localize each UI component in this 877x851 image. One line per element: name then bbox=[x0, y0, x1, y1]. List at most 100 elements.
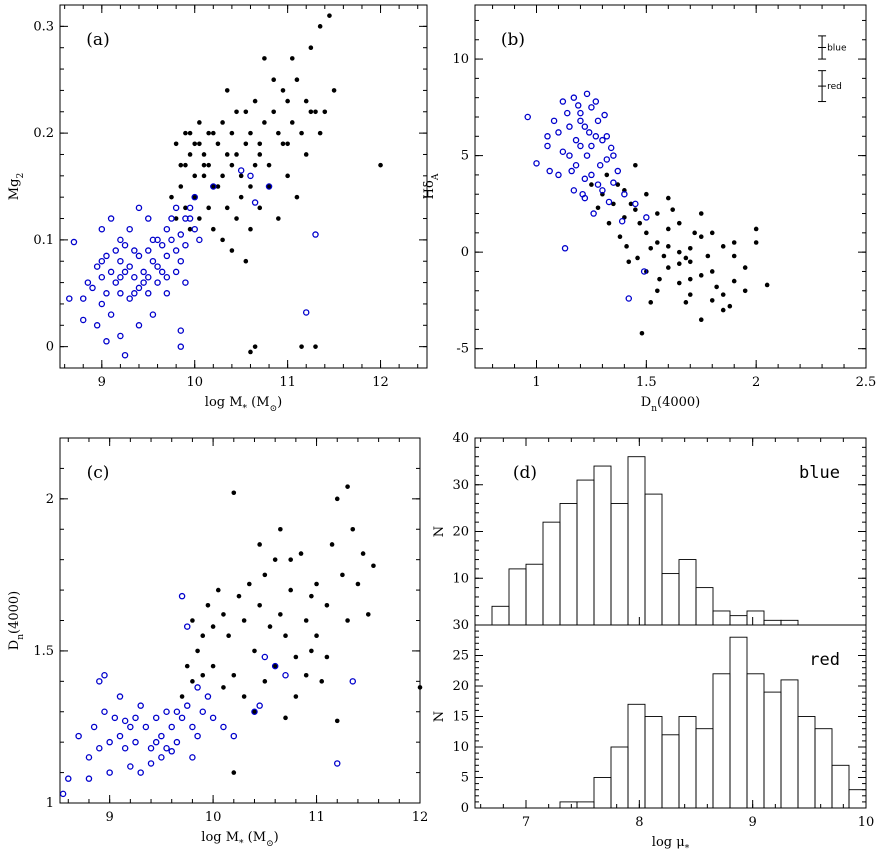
blue-galaxy-point bbox=[177, 231, 185, 238]
red-galaxy-point bbox=[637, 220, 643, 226]
blue-galaxy-point bbox=[117, 332, 124, 340]
red-galaxy-point bbox=[184, 663, 190, 669]
x-axis-title-part: (M bbox=[247, 395, 270, 410]
blue-galaxy-point bbox=[546, 167, 553, 175]
blue-galaxy-point bbox=[596, 162, 604, 169]
blue-galaxy-point bbox=[590, 210, 597, 217]
blue-galaxy-point bbox=[614, 167, 622, 175]
blue-galaxy-point bbox=[93, 263, 101, 270]
red-galaxy-point bbox=[243, 141, 249, 147]
red-galaxy-point bbox=[241, 694, 247, 699]
red-galaxy-point bbox=[314, 633, 319, 639]
histogram-bar bbox=[695, 587, 714, 626]
panel-label: (d) bbox=[513, 463, 537, 483]
blue-galaxy-point bbox=[592, 133, 600, 140]
blue-galaxy-point bbox=[137, 702, 144, 709]
red-galaxy-point bbox=[220, 173, 225, 179]
blue-galaxy-point bbox=[126, 295, 133, 302]
blue-galaxy-point bbox=[251, 199, 259, 206]
blue-galaxy-point bbox=[599, 136, 606, 144]
x-tick-label: 10 bbox=[858, 815, 875, 830]
histogram-bar bbox=[576, 801, 595, 809]
blue-galaxy-point bbox=[107, 311, 115, 318]
red-galaxy-point bbox=[224, 205, 230, 211]
x-axis-title-part: ) bbox=[274, 830, 279, 845]
blue-galaxy-point bbox=[177, 257, 185, 265]
red-galaxy-point bbox=[215, 587, 221, 593]
blue-galaxy-point bbox=[168, 723, 175, 731]
blue-galaxy-point bbox=[142, 723, 150, 731]
plot-frame bbox=[474, 437, 867, 809]
y-axis-title-part: Hδ bbox=[422, 180, 437, 199]
y-tick-label: 0.1 bbox=[33, 233, 54, 248]
blue-galaxy-point bbox=[112, 247, 119, 254]
blue-galaxy-point bbox=[135, 204, 143, 212]
red-galaxy-point bbox=[324, 602, 330, 608]
y-tick-label: 10 bbox=[452, 571, 469, 586]
y-axis-title: Dn(4000) bbox=[7, 591, 26, 650]
red-galaxy-point bbox=[299, 344, 304, 349]
blue-galaxy-point bbox=[196, 236, 203, 244]
blue-galaxy-point bbox=[588, 171, 595, 179]
blue-galaxy-point bbox=[140, 279, 147, 286]
blue-galaxy-point bbox=[632, 200, 639, 208]
red-galaxy-point bbox=[720, 307, 726, 313]
y-tick-label: 0 bbox=[461, 801, 469, 816]
histogram-bar bbox=[542, 521, 561, 626]
blue-galaxy-point bbox=[145, 215, 152, 222]
blue-galaxy-point bbox=[168, 748, 175, 755]
histogram-bar bbox=[746, 673, 765, 809]
blue-galaxy-point bbox=[172, 204, 180, 212]
blue-galaxy-point bbox=[107, 215, 115, 222]
blue-galaxy-point bbox=[583, 90, 591, 98]
red-galaxy-point bbox=[683, 300, 689, 305]
histogram-bar bbox=[610, 746, 629, 809]
blue-galaxy-point bbox=[121, 717, 129, 725]
blue-galaxy-point bbox=[182, 215, 189, 222]
red-galaxy-point bbox=[187, 226, 193, 232]
red-galaxy-point bbox=[687, 276, 693, 282]
red-galaxy-point bbox=[365, 612, 371, 617]
red-galaxy-point bbox=[289, 120, 295, 125]
blue-galaxy-point bbox=[559, 98, 567, 105]
blue-galaxy-point bbox=[107, 268, 115, 276]
red-galaxy-point bbox=[360, 551, 366, 556]
red-galaxy-point bbox=[262, 679, 268, 684]
blue-galaxy-point bbox=[570, 187, 578, 194]
red-galaxy-point bbox=[272, 663, 278, 669]
blue-galaxy-point bbox=[585, 129, 593, 136]
red-galaxy-point bbox=[234, 152, 239, 157]
blue-galaxy-point bbox=[158, 268, 166, 276]
red-galaxy-point bbox=[247, 581, 252, 587]
blue-galaxy-point bbox=[149, 311, 157, 318]
error-bar-label: blue bbox=[827, 43, 847, 53]
red-galaxy-point bbox=[317, 130, 323, 136]
histogram-bar bbox=[661, 573, 680, 626]
histogram-bar bbox=[814, 728, 833, 809]
plot-frame bbox=[474, 4, 867, 369]
red-galaxy-point bbox=[262, 56, 267, 61]
histogram-bar bbox=[593, 465, 612, 626]
red-galaxy-point bbox=[303, 98, 309, 104]
red-galaxy-point bbox=[319, 679, 325, 684]
blue-galaxy-point bbox=[59, 790, 67, 798]
blue-galaxy-point bbox=[152, 738, 160, 746]
x-axis-title-part: log μ bbox=[652, 835, 685, 850]
blue-galaxy-point bbox=[625, 295, 633, 302]
red-galaxy-point bbox=[350, 526, 356, 532]
red-galaxy-point bbox=[248, 130, 253, 136]
red-galaxy-point bbox=[257, 141, 263, 147]
y-tick-label: 15 bbox=[452, 710, 469, 725]
x-axis-title-part: log M bbox=[201, 830, 239, 845]
blue-galaxy-point bbox=[581, 123, 589, 130]
y-tick-label: 5 bbox=[461, 771, 469, 786]
blue-galaxy-point bbox=[594, 117, 602, 125]
y-tick-label: 0.2 bbox=[33, 126, 54, 141]
blue-galaxy-point bbox=[154, 279, 161, 286]
red-galaxy-point bbox=[308, 45, 314, 51]
red-galaxy-point bbox=[272, 557, 278, 562]
blue-galaxy-point bbox=[111, 714, 119, 722]
red-galaxy-point bbox=[234, 109, 239, 115]
red-galaxy-point bbox=[692, 230, 697, 236]
red-galaxy-point bbox=[210, 624, 216, 629]
